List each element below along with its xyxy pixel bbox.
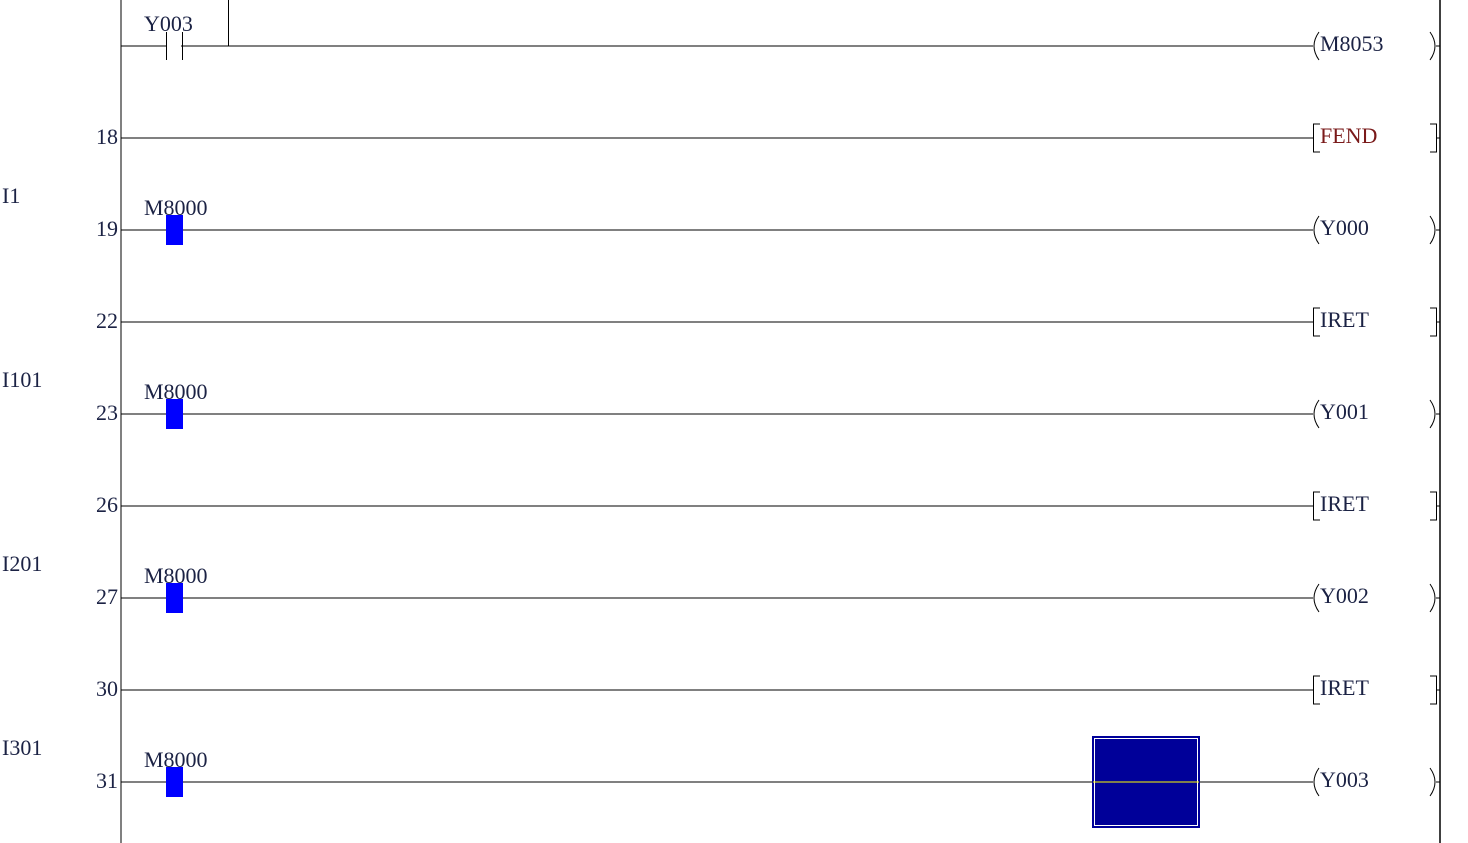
contact-label[interactable]: Y003 — [144, 11, 193, 36]
rung[interactable] — [121, 0, 1440, 61]
rung[interactable] — [121, 583, 1440, 613]
contact-label[interactable]: M8000 — [144, 563, 208, 588]
step-number: 18 — [96, 124, 118, 149]
rung[interactable] — [121, 215, 1440, 245]
coil-right-paren — [1429, 215, 1436, 245]
instruction-left-bracket — [1313, 123, 1320, 153]
rung[interactable] — [121, 767, 1440, 797]
rung[interactable] — [121, 123, 1440, 153]
rung-output[interactable]: IRET — [1320, 491, 1369, 516]
contact-on — [166, 767, 183, 797]
step-number: 27 — [96, 584, 118, 609]
rung[interactable] — [121, 307, 1440, 337]
contact-label[interactable]: M8000 — [144, 195, 208, 220]
step-number: 22 — [96, 308, 118, 333]
rung-output[interactable]: Y001 — [1320, 399, 1369, 424]
coil-right-paren — [1429, 31, 1436, 61]
coil-right-paren — [1429, 399, 1436, 429]
rung[interactable] — [121, 399, 1440, 429]
contact-label[interactable]: M8000 — [144, 747, 208, 772]
contact-on — [166, 215, 183, 245]
coil-right-paren — [1429, 583, 1436, 613]
rung[interactable] — [121, 491, 1440, 521]
coil-left-paren — [1313, 399, 1320, 429]
contact-on — [166, 583, 183, 613]
step-number: 26 — [96, 492, 118, 517]
instruction-right-bracket — [1430, 675, 1437, 705]
rung-output[interactable]: FEND — [1320, 123, 1378, 148]
rung-output[interactable]: IRET — [1320, 307, 1369, 332]
instruction-left-bracket — [1313, 675, 1320, 705]
step-number: 23 — [96, 400, 118, 425]
interrupt-pointer: I201 — [2, 551, 43, 576]
rung-output[interactable]: IRET — [1320, 675, 1369, 700]
rung[interactable] — [121, 675, 1440, 705]
contact-label[interactable]: M8000 — [144, 379, 208, 404]
cursor[interactable] — [1092, 736, 1200, 828]
rung-output[interactable]: Y002 — [1320, 583, 1369, 608]
instruction-left-bracket — [1313, 491, 1320, 521]
interrupt-pointer: I1 — [2, 183, 21, 208]
coil-left-paren — [1313, 583, 1320, 613]
coil-left-paren — [1313, 31, 1320, 61]
coil-left-paren — [1313, 767, 1320, 797]
instruction-right-bracket — [1430, 123, 1437, 153]
interrupt-pointer: I101 — [2, 367, 43, 392]
interrupt-pointer: I301 — [2, 735, 43, 760]
step-number: 30 — [96, 676, 118, 701]
rung-output[interactable]: M8053 — [1320, 31, 1384, 56]
step-number: 31 — [96, 768, 118, 793]
contact-gap — [167, 32, 181, 60]
contact-on — [166, 399, 183, 429]
instruction-right-bracket — [1430, 307, 1437, 337]
rung-output[interactable]: Y000 — [1320, 215, 1369, 240]
coil-right-paren — [1429, 767, 1436, 797]
rung-output[interactable]: Y003 — [1320, 767, 1369, 792]
coil-left-paren — [1313, 215, 1320, 245]
instruction-left-bracket — [1313, 307, 1320, 337]
instruction-right-bracket — [1430, 491, 1437, 521]
step-number: 19 — [96, 216, 118, 241]
